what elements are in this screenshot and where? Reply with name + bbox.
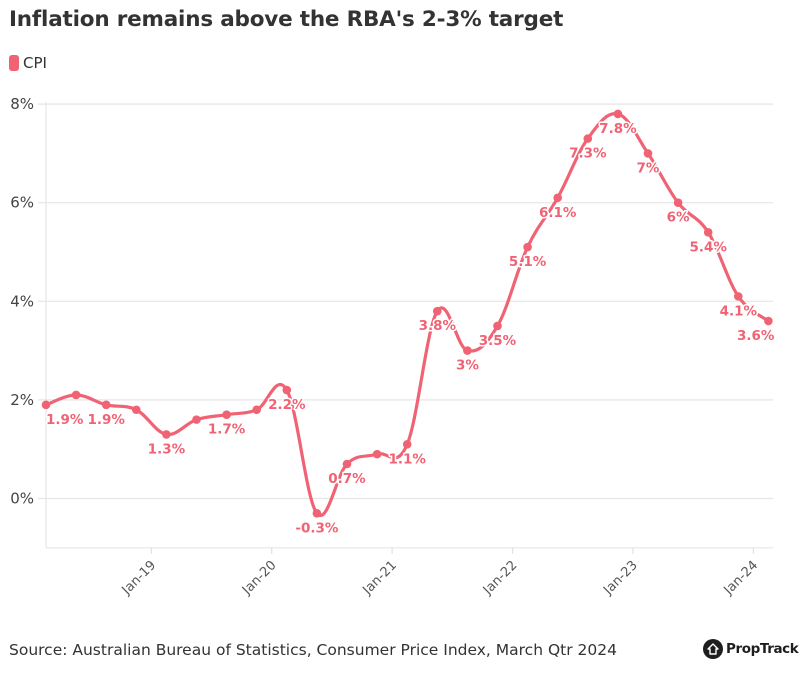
data-point: [734, 292, 743, 301]
y-tick-label: 0%: [10, 490, 34, 508]
data-point: [764, 316, 773, 326]
data-label: 3.5%: [479, 333, 517, 349]
data-label: 6.1%: [539, 205, 577, 221]
data-point: [493, 321, 502, 331]
x-tick-label: Jan-24: [721, 558, 762, 599]
data-label: 1.3%: [148, 441, 186, 457]
y-tick-label: 6%: [10, 194, 34, 212]
data-point: [703, 227, 713, 237]
data-label: 5.1%: [509, 254, 547, 270]
y-tick-label: 4%: [10, 292, 34, 310]
x-tick-label: Jan-23: [600, 558, 641, 599]
data-point: [132, 405, 141, 415]
data-point: [613, 109, 623, 119]
x-tick-label: Jan-19: [119, 558, 160, 599]
data-label: 2.2%: [268, 397, 306, 413]
source-note: Source: Australian Bureau of Statistics,…: [9, 641, 617, 659]
data-point: [553, 193, 562, 203]
y-tick-label: 2%: [10, 391, 34, 409]
data-label: 1.1%: [388, 451, 426, 467]
data-point: [523, 242, 532, 252]
legend-label-cpi: CPI: [23, 54, 47, 72]
data-point: [643, 149, 653, 158]
data-point: [673, 198, 683, 207]
data-point: [282, 385, 292, 395]
house-icon: [703, 639, 723, 659]
data-point: [101, 400, 111, 410]
x-tick-label: Jan-22: [480, 558, 521, 599]
data-point: [192, 415, 201, 424]
data-point: [71, 390, 81, 400]
legend-swatch-cpi: [9, 55, 19, 71]
data-point: [372, 449, 382, 459]
data-label: 4.1%: [720, 303, 758, 319]
data-label: 3%: [456, 358, 479, 374]
legend: CPI: [9, 54, 47, 72]
data-point: [583, 134, 593, 143]
data-point: [463, 346, 472, 355]
y-axis: 0% 2% 4% 6% 8%: [10, 95, 47, 548]
data-point: [402, 439, 412, 449]
data-label: 1.9%: [87, 412, 125, 428]
data-label: 3.8%: [419, 318, 457, 334]
brand-name: PropTrack: [726, 641, 799, 657]
data-label: 1.7%: [208, 422, 246, 438]
x-tick-label: Jan-20: [239, 558, 280, 599]
line-chart: 0% 2% 4% 6% 8% Jan-19 Jan-20 Jan-21 Jan-22 Jan-2…: [10, 95, 777, 599]
proptrack-logo: PropTrack: [703, 639, 799, 659]
gridlines: [38, 103, 773, 500]
data-label: 1.9%: [46, 412, 84, 428]
y-tick-label: 8%: [10, 95, 34, 113]
data-point: [342, 459, 352, 469]
series-cpi: [41, 109, 773, 518]
data-labels: 1.9% 1.9%1.3%1.7%2.2%-0.3%0.7%1.1%3.8%3%3…: [45, 119, 777, 537]
data-point: [252, 405, 261, 415]
data-label: 6%: [667, 210, 690, 226]
data-label: 3.6%: [737, 328, 775, 344]
data-point: [162, 430, 171, 439]
data-point: [41, 400, 51, 410]
data-label: 5.4%: [689, 239, 727, 255]
x-axis: Jan-19 Jan-20 Jan-21 Jan-22 Jan-23 Jan-24: [46, 547, 773, 599]
data-label: 7%: [637, 160, 660, 176]
data-label: -0.3%: [295, 520, 339, 536]
data-label: 7.8%: [599, 121, 637, 137]
data-point: [222, 410, 231, 419]
data-label: 7.3%: [569, 146, 607, 162]
chart-title: Inflation remains above the RBA's 2-3% t…: [9, 7, 564, 32]
x-tick-label: Jan-21: [359, 558, 400, 599]
data-label: 0.7%: [328, 471, 366, 487]
data-point: [312, 508, 322, 518]
data-point: [433, 306, 442, 316]
